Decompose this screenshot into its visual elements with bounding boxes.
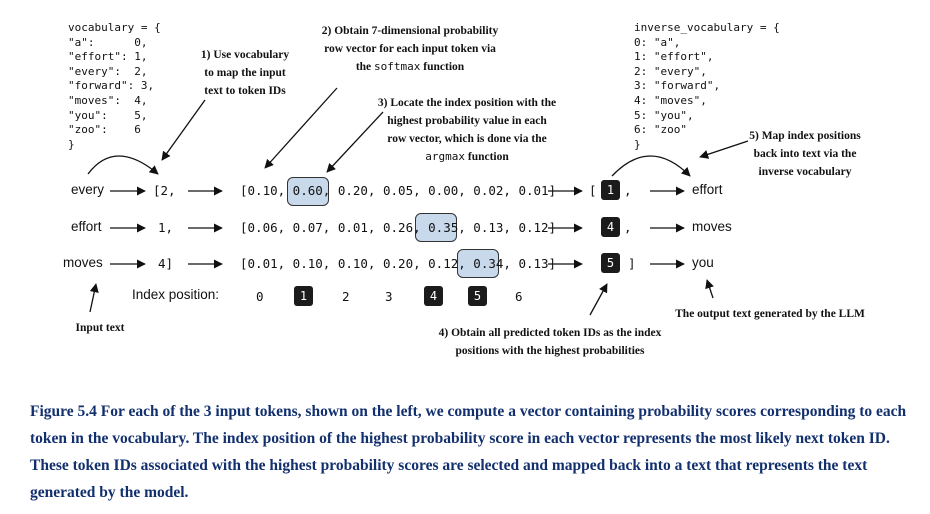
step1-line: text to token IDs — [204, 85, 286, 97]
step1-line: to map the input — [204, 67, 286, 79]
inverse-vocabulary-line: 6: "zoo" — [634, 123, 687, 137]
inverse-vocab-arc — [611, 155, 691, 177]
output-bracket: [ — [589, 183, 597, 198]
step4-line: positions with the highest probabilities — [455, 345, 645, 357]
inverse-vocabulary-line: 4: "moves", — [634, 93, 707, 107]
inverse-vocabulary-line: 3: "forward", — [634, 79, 721, 93]
index-value: 0 — [256, 289, 264, 304]
input-word: moves — [63, 255, 103, 270]
input-word: every — [71, 182, 105, 197]
predicted-token-id: 5 — [601, 253, 620, 273]
index-value-highlighted: 1 — [294, 286, 313, 306]
output-text-label: The output text generated by the LLM — [675, 308, 865, 320]
step3-line: row vector, which is done via the — [387, 133, 547, 145]
index-value: 3 — [385, 289, 393, 304]
output-separator: , — [624, 183, 632, 198]
input-word: effort — [71, 219, 102, 234]
vocabulary-line: "moves": 4, — [68, 93, 148, 107]
vocabulary-line: "effort": 1, — [68, 50, 148, 64]
step3-line: highest probability value in each — [387, 115, 547, 127]
vocabulary-line: "every": 2, — [68, 64, 148, 78]
predicted-token-id: 4 — [601, 217, 620, 237]
vocab-arc — [87, 155, 159, 175]
probability-vector: [0.01, 0.10, 0.10, 0.20, 0.12, 0.34, 0.1… — [240, 256, 557, 271]
probability-vector: [0.10, 0.60, 0.20, 0.05, 0.00, 0.02, 0.0… — [240, 183, 557, 198]
softmax-code: softmax — [374, 60, 421, 73]
step2-line: row vector for each input token via — [324, 43, 496, 55]
predicted-token-id: 1 — [601, 180, 620, 200]
vocabulary-footer: } — [68, 137, 75, 151]
inverse-vocabulary-line: 5: "you", — [634, 108, 694, 122]
step1-line: 1) Use vocabulary — [200, 49, 290, 61]
max-prob-highlight — [457, 249, 499, 278]
inverse-vocabulary-line: 1: "effort", — [634, 50, 714, 64]
output-separator: ] — [628, 256, 636, 271]
step4-line: 4) Obtain all predicted token IDs as the… — [438, 327, 662, 339]
token-id: [2, — [153, 183, 176, 198]
step5-line: inverse vocabulary — [758, 166, 852, 178]
input-text-arrow — [89, 283, 99, 313]
token-id: 4] — [158, 256, 174, 271]
figure-caption: Figure 5.4 For each of the 3 input token… — [30, 403, 907, 501]
step2-note: 2) Obtain 7-dimensional probability row … — [300, 22, 520, 76]
max-prob-highlight — [415, 213, 457, 242]
vocabulary-line: "a": 0, — [68, 35, 148, 49]
inverse-vocabulary-code: inverse_vocabulary = { 0: "a", 1: "effor… — [634, 21, 780, 152]
step2-line: 2) Obtain 7-dimensional probability — [321, 25, 499, 37]
vocabulary-line: "forward": 3, — [68, 79, 155, 93]
inverse-vocabulary-line: 2: "every", — [634, 64, 707, 78]
step1-arrow — [161, 99, 206, 161]
step3-line: 3) Locate the index position with the — [377, 97, 557, 109]
input-text-label: Input text — [75, 322, 125, 334]
inverse-vocabulary-header: inverse_vocabulary = { — [634, 21, 780, 34]
index-position-label: Index position: — [132, 287, 220, 302]
step4-arrow — [589, 283, 608, 316]
output-word: moves — [692, 219, 732, 234]
step5-line: back into text via the — [753, 148, 857, 160]
vocabulary-line: "zoo": 6 — [68, 123, 141, 137]
index-value-highlighted: 4 — [424, 286, 443, 306]
token-id: 1, — [158, 220, 174, 235]
vocabulary-code: vocabulary = { "a": 0, "effort": 1, "eve… — [68, 21, 161, 152]
step4-note: 4) Obtain all predicted token IDs as the… — [415, 324, 685, 360]
step2-arrow — [264, 87, 338, 169]
inverse-vocabulary-footer: } — [634, 137, 641, 151]
step3-line: argmax function — [425, 150, 509, 163]
step5-arrow — [699, 140, 749, 159]
step3-note: 3) Locate the index position with the hi… — [352, 94, 582, 166]
step3-arrow — [326, 111, 384, 173]
vocabulary-header: vocabulary = { — [68, 21, 161, 34]
index-value: 2 — [342, 289, 350, 304]
step2-line: the softmax function — [355, 60, 465, 73]
step1-note: 1) Use vocabulary to map the input text … — [185, 46, 305, 100]
index-value: 6 — [515, 289, 523, 304]
step5-line: 5) Map index positions — [749, 130, 861, 142]
index-value-highlighted: 5 — [468, 286, 487, 306]
output-text-arrow — [705, 279, 714, 299]
vocabulary-line: "you": 5, — [68, 108, 148, 122]
output-word: effort — [692, 182, 723, 197]
inverse-vocabulary-line: 0: "a", — [634, 35, 681, 49]
max-prob-highlight — [287, 177, 329, 206]
probability-vector: [0.06, 0.07, 0.01, 0.26, 0.35, 0.13, 0.1… — [240, 220, 557, 235]
step5-note: 5) Map index positions back into text vi… — [730, 127, 880, 181]
output-separator: , — [624, 220, 632, 235]
output-word: you — [692, 255, 714, 270]
argmax-code: argmax — [425, 150, 465, 163]
